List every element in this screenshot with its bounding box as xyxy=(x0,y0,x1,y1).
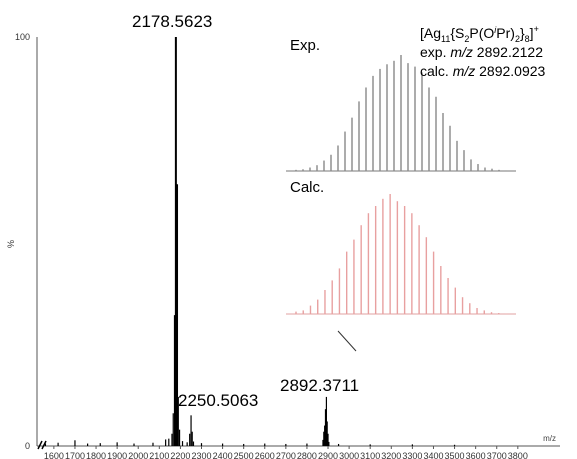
formula-line-2: exp. m/z 2892.2122 xyxy=(420,44,543,60)
x-tick-label: 2600 xyxy=(255,451,275,459)
x-tick-label: 3200 xyxy=(381,451,401,459)
x-tick-label: 1600 xyxy=(44,451,64,459)
x-tick-label: 2800 xyxy=(297,451,317,459)
x-axis-label: m/z xyxy=(543,434,556,443)
x-tick-label: 2400 xyxy=(213,451,233,459)
x-tick-label: 3600 xyxy=(466,451,486,459)
axis-break-mark xyxy=(37,440,47,450)
inset-calc-bars-group xyxy=(295,194,507,314)
x-tick-label: 2200 xyxy=(170,451,190,459)
x-tick-label: 2500 xyxy=(234,451,254,459)
x-tick-label: 3000 xyxy=(339,451,359,459)
x-tick-label: 3500 xyxy=(445,451,465,459)
x-tick-label: 2100 xyxy=(149,451,169,459)
x-ticks-group: 1600 1700 1800 1900 2000 2100 2200 2300 2400 2500… xyxy=(44,446,528,459)
inset-calc-label: Calc. xyxy=(290,179,324,196)
formula-line-3: calc. m/z 2892.0923 xyxy=(420,63,546,79)
x-tick-label: 1900 xyxy=(107,451,127,459)
x-tick-label: 2300 xyxy=(191,451,211,459)
y-tick-label-0: 0 xyxy=(25,441,30,451)
x-tick-label: 2900 xyxy=(318,451,338,459)
formula-line-1: [Ag11{S2P(OiPr)2}8]+ xyxy=(420,24,539,44)
y-axis-label: % xyxy=(6,240,16,248)
peak-label-third: 2892.3711 xyxy=(280,376,359,395)
x-tick-label: 3300 xyxy=(402,451,422,459)
x-tick-label: 3100 xyxy=(360,451,380,459)
y-tick-label-100: 100 xyxy=(15,32,30,42)
spectrum-bars-group xyxy=(44,37,456,446)
x-tick-label: 3400 xyxy=(423,451,443,459)
x-tick-label: 3800 xyxy=(508,451,528,459)
x-tick-label: 1800 xyxy=(86,451,106,459)
inset-exp-label: Exp. xyxy=(290,37,320,54)
x-tick-label: 2000 xyxy=(128,451,148,459)
inset-exp-bars-group xyxy=(295,55,507,171)
x-tick-label: 2700 xyxy=(276,451,296,459)
peak-label-second: 2250.5063 xyxy=(178,391,258,410)
x-tick-label: 1700 xyxy=(65,451,85,459)
peak-label-main: 2178.5623 xyxy=(132,12,212,31)
inset-connector-line xyxy=(337,330,357,352)
x-tick-label: 3700 xyxy=(487,451,507,459)
